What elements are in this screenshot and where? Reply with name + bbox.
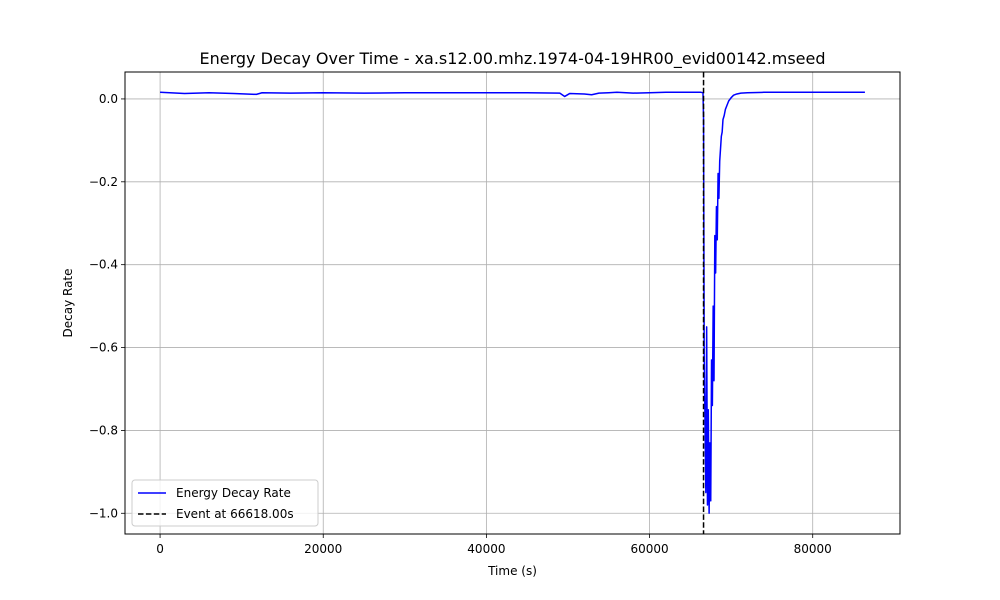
y-axis-label: Decay Rate: [61, 268, 75, 337]
y-tick-label: 0.0: [99, 92, 118, 106]
legend: Energy Decay Rate Event at 66618.00s: [131, 479, 319, 527]
x-tick-label: 40000: [467, 542, 505, 556]
x-tick-label: 60000: [630, 542, 668, 556]
chart-title: Energy Decay Over Time - xa.s12.00.mhz.1…: [199, 49, 825, 69]
x-axis-label: Time (s): [487, 564, 537, 578]
x-axis-ticks: 0 20000 40000 60000 80000: [156, 534, 832, 556]
y-tick-label: −1.0: [89, 506, 118, 520]
y-axis-ticks: 0.0 −0.2 −0.4 −0.6 −0.8 −1.0: [89, 92, 125, 520]
y-tick-label: −0.6: [89, 341, 118, 355]
y-tick-label: −0.2: [89, 175, 118, 189]
legend-label-event: Event at 66618.00s: [176, 507, 294, 521]
x-tick-label: 80000: [794, 542, 832, 556]
legend-label-decay: Energy Decay Rate: [176, 486, 291, 500]
grid: [125, 72, 900, 534]
plot-frame: [124, 71, 901, 535]
y-tick-label: −0.8: [89, 423, 118, 437]
x-tick-label: 20000: [304, 542, 342, 556]
legend-box: [131, 479, 319, 527]
x-tick-label: 0: [156, 542, 164, 556]
plot-lines: [160, 72, 865, 534]
series-energy-decay-rate: [160, 91, 865, 515]
y-tick-label: −0.4: [89, 258, 118, 272]
